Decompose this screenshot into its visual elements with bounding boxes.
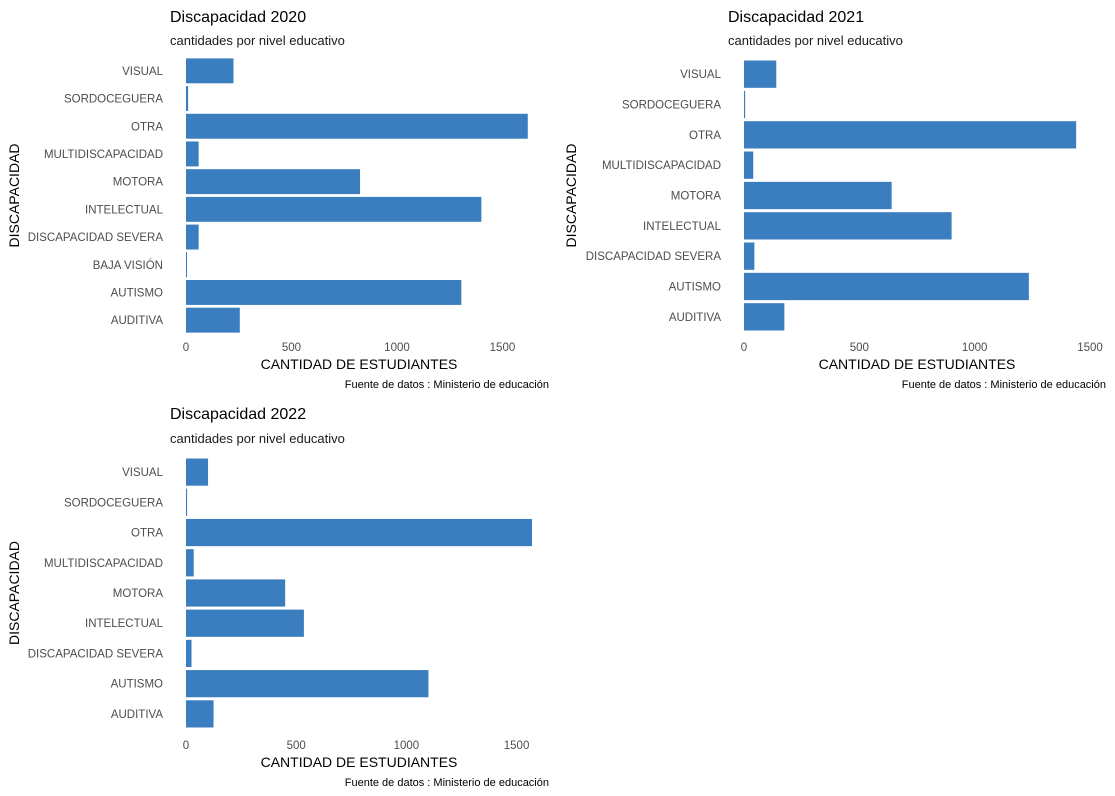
bar-auditiva [744, 303, 785, 331]
category-label: AUDITIVA [669, 312, 722, 324]
category-label: DISCAPACIDAD SEVERA [586, 251, 722, 263]
category-label: DISCAPACIDAD SEVERA [28, 232, 164, 244]
bar-visual [186, 458, 209, 486]
category-label: VISUAL [122, 66, 164, 78]
source-caption: Fuente de datos : Ministerio de educació… [902, 379, 1106, 391]
source-caption: Fuente de datos : Ministerio de educació… [345, 777, 549, 789]
category-label: INTELECTUAL [85, 204, 164, 216]
bar-intelectual [186, 196, 482, 222]
x-tick-label: 500 [282, 342, 301, 354]
category-label: INTELECTUAL [643, 221, 722, 233]
x-tick-label: 1500 [504, 740, 530, 752]
bar-sordoceguera [186, 86, 189, 112]
y-axis-title: DISCAPACIDAD [563, 144, 579, 248]
source-caption: Fuente de datos : Ministerio de educació… [345, 379, 549, 391]
x-axis-title: CANTIDAD DE ESTUDIANTES [261, 356, 458, 372]
bar-motora [744, 181, 892, 210]
bar-intelectual [744, 212, 952, 240]
bar-visual [744, 60, 777, 88]
category-label: SORDOCEGUERA [622, 100, 721, 112]
x-tick-label: 0 [741, 342, 747, 354]
category-label: MOTORA [671, 191, 722, 203]
y-axis-title: DISCAPACIDAD [6, 541, 22, 645]
x-tick-label: 500 [850, 342, 869, 354]
chart-panel-1: Discapacidad 2020 cantidades por nivel ed… [6, 9, 549, 391]
bar-motora [186, 579, 286, 607]
x-tick-label: 1000 [394, 740, 420, 752]
bar-intelectual [186, 609, 304, 637]
bar-auditiva [186, 307, 240, 333]
x-tick-label: 0 [183, 342, 189, 354]
bar-multidiscapacidad [186, 141, 199, 167]
bar-sordoceguera [744, 90, 746, 119]
bar-baja-visión [186, 252, 188, 278]
category-label: MOTORA [113, 177, 164, 189]
category-label: AUDITIVA [111, 709, 164, 721]
category-label: AUTISMO [111, 679, 163, 691]
category-label: SORDOCEGUERA [64, 497, 163, 509]
bar-otra [186, 518, 532, 547]
x-tick-label: 1000 [384, 342, 410, 354]
category-label: VISUAL [122, 467, 164, 479]
chart-title: Discapacidad 2022 [170, 406, 306, 423]
x-axis-title: CANTIDAD DE ESTUDIANTES [819, 356, 1016, 372]
bar-autismo [186, 670, 429, 698]
category-label: INTELECTUAL [85, 618, 164, 630]
x-tick-label: 500 [287, 740, 306, 752]
chart-subtitle: cantidades por nivel educativo [728, 33, 903, 48]
category-label: BAJA VISIÓN [93, 259, 163, 272]
category-label: OTRA [131, 121, 163, 133]
chart-panel-3: Discapacidad 2022 cantidades por nivel ed… [6, 406, 549, 789]
bar-visual [186, 58, 234, 84]
category-label: MULTIDISCAPACIDAD [602, 160, 721, 172]
x-tick-label: 1000 [962, 342, 988, 354]
x-axis-title: CANTIDAD DE ESTUDIANTES [261, 754, 458, 770]
chart-subtitle: cantidades por nivel educativo [170, 431, 345, 446]
bar-autismo [186, 279, 462, 305]
chart-title: Discapacidad 2021 [728, 9, 864, 26]
category-label: MULTIDISCAPACIDAD [44, 558, 163, 570]
category-label: MOTORA [113, 588, 164, 600]
category-label: OTRA [689, 130, 721, 142]
bar-autismo [744, 272, 1029, 301]
bar-multidiscapacidad [186, 549, 194, 577]
bar-otra [186, 113, 528, 139]
bar-multidiscapacidad [744, 151, 754, 179]
category-label: AUDITIVA [111, 315, 164, 327]
category-label: DISCAPACIDAD SEVERA [28, 648, 164, 660]
bar-sordoceguera [186, 488, 188, 516]
category-label: MULTIDISCAPACIDAD [44, 149, 163, 161]
bar-motora [186, 169, 361, 195]
bar-auditiva [186, 700, 214, 728]
x-tick-label: 0 [183, 740, 189, 752]
chart-panel-2: Discapacidad 2021 cantidades por nivel ed… [563, 9, 1106, 391]
chart-title: Discapacidad 2020 [170, 9, 306, 26]
category-label: OTRA [131, 528, 163, 540]
category-label: SORDOCEGUERA [64, 94, 163, 106]
category-label: AUTISMO [669, 282, 721, 294]
x-tick-label: 1500 [1077, 342, 1103, 354]
bar-otra [744, 121, 1077, 149]
x-tick-label: 1500 [490, 342, 516, 354]
category-label: AUTISMO [111, 287, 163, 299]
y-axis-title: DISCAPACIDAD [6, 144, 22, 248]
bar-discapacidad-severa [186, 639, 192, 668]
bar-discapacidad-severa [744, 242, 755, 270]
chart-subtitle: cantidades por nivel educativo [170, 33, 345, 48]
bar-discapacidad-severa [186, 224, 199, 250]
category-label: VISUAL [680, 69, 722, 81]
